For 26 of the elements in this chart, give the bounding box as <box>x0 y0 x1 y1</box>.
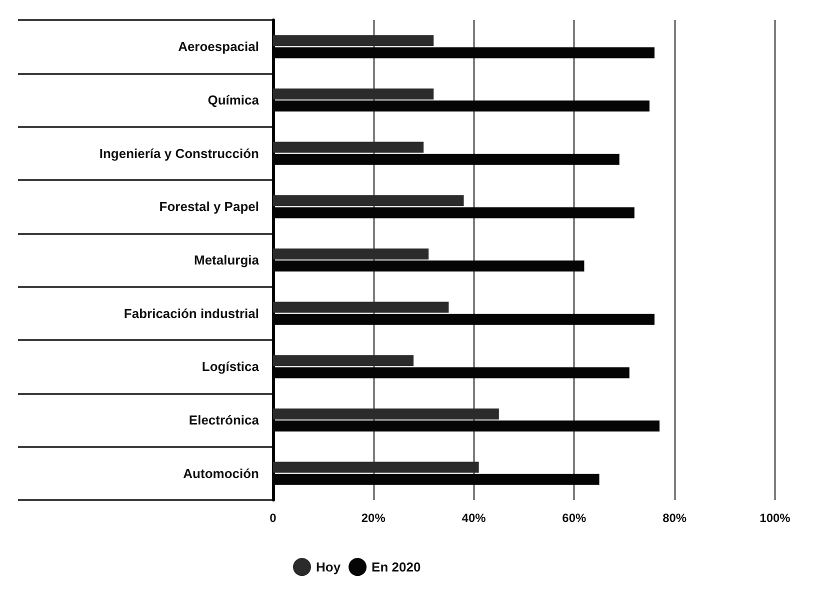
y-tick-label: Electrónica <box>188 412 260 428</box>
y-tick-label: Ingeniería y Construcción <box>99 146 260 161</box>
x-tick-label: 0 <box>270 511 277 525</box>
y-tick-label: Aeroespacial <box>178 39 259 54</box>
y-tick-label: Metalurgia <box>194 252 260 268</box>
x-tick-label: 100% <box>760 511 791 525</box>
bar <box>273 142 424 153</box>
legend-label: Hoy <box>316 560 342 574</box>
x-tick-label: 80% <box>662 511 687 525</box>
legend-label: En 2020 <box>372 560 421 574</box>
x-tick-label: 60% <box>562 511 587 525</box>
bar <box>273 302 449 313</box>
bar <box>273 88 434 100</box>
bar <box>273 462 479 473</box>
bar <box>273 248 429 260</box>
y-tick-label: Forestal y Papel <box>159 199 259 214</box>
x-tick-label: 20% <box>361 511 386 525</box>
y-tick-label: Química <box>208 92 260 108</box>
bar <box>273 195 464 206</box>
x-tick-label: 40% <box>462 511 486 525</box>
bar <box>273 355 414 366</box>
bar <box>273 408 499 420</box>
y-tick-label: Logística <box>202 359 260 374</box>
bar <box>273 35 434 46</box>
y-tick-label: Automoción <box>183 466 260 481</box>
y-tick-label: Fabricación industrial <box>124 306 259 321</box>
